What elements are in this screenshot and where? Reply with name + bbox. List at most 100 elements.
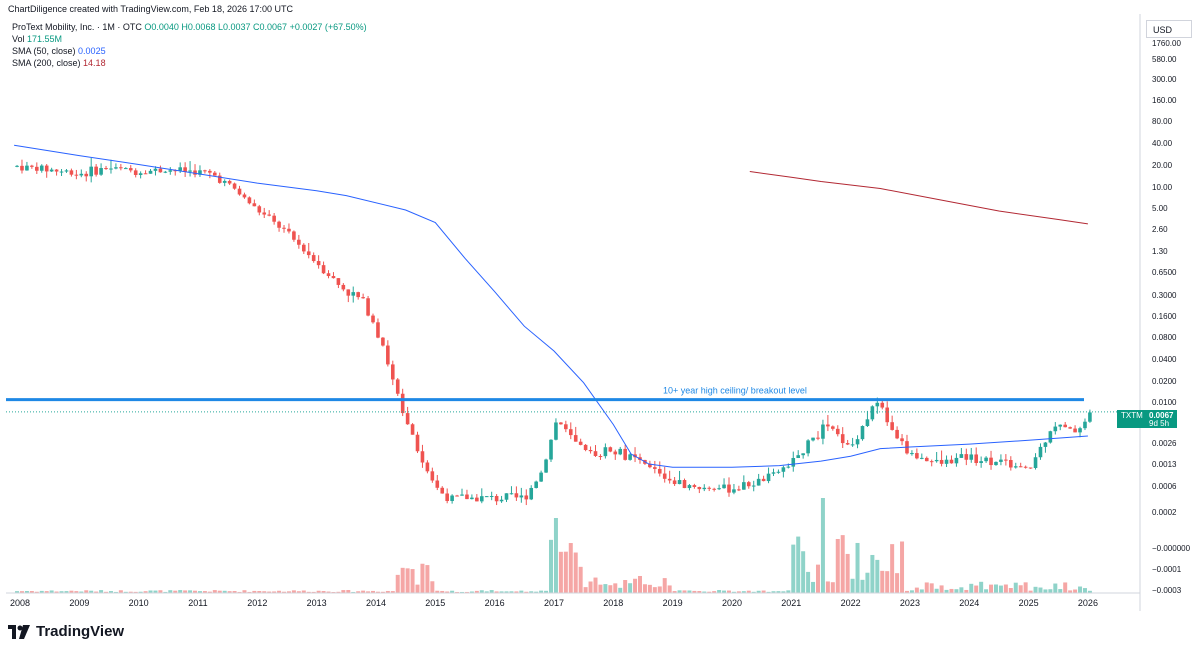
volume-bar (425, 565, 430, 593)
candle-body (514, 493, 519, 498)
volume-row: Vol 171.55M (12, 33, 367, 45)
currency-selector[interactable]: USD (1146, 20, 1192, 38)
volume-bar (825, 581, 830, 593)
candle-body (549, 439, 553, 460)
volume-bar (217, 590, 222, 593)
candle-body (578, 441, 583, 445)
candle-body (74, 174, 79, 176)
y-tick-label: 2.60 (1152, 225, 1168, 234)
volume-bar (900, 541, 905, 593)
volume-bar (489, 590, 494, 593)
x-tick-label: 2026 (1078, 598, 1098, 608)
volume-bar (1018, 585, 1023, 593)
volume-bar (1078, 586, 1083, 593)
volume-bar (806, 571, 811, 593)
volume-bar (197, 591, 202, 593)
candle-body (737, 489, 741, 491)
volume-bar (54, 591, 59, 593)
volume-bar (989, 584, 994, 593)
low-value: L0.0037 (217, 22, 251, 32)
candle-body (890, 422, 894, 430)
volume-bar (998, 585, 1003, 593)
volume-bar (1068, 590, 1073, 593)
volume-bar (445, 591, 450, 593)
volume-bar (133, 591, 138, 593)
volume-bar (786, 590, 791, 593)
candle-body (687, 485, 692, 489)
candle-body (104, 168, 108, 170)
high-value: H0.0068 (181, 22, 216, 32)
volume-bar (914, 587, 919, 593)
volume-bar (929, 583, 934, 593)
candle-body (227, 180, 232, 184)
volume-bar (613, 583, 618, 593)
candle-body (390, 364, 395, 380)
candle-body (1023, 466, 1028, 468)
candle-body (79, 173, 84, 176)
volume-bar (865, 572, 870, 593)
candle-body (751, 485, 756, 487)
candle-body (143, 173, 148, 175)
candle-body (929, 461, 934, 463)
volume-bar (830, 582, 835, 593)
candle-body (870, 406, 875, 420)
candle-body (895, 429, 899, 439)
volume-bar (1053, 583, 1058, 593)
candle-body (692, 485, 697, 487)
volume-bar (811, 581, 816, 593)
volume-bar (598, 584, 603, 593)
candle-body (381, 337, 385, 346)
volume-bar (1048, 589, 1053, 593)
last-price-label: 0.0067 (1149, 411, 1174, 420)
volume-bar (697, 591, 702, 593)
volume-bar (549, 539, 554, 593)
candle-body (860, 426, 865, 440)
volume-bar (588, 581, 593, 593)
candle-body (163, 171, 168, 173)
candle-body (603, 447, 608, 457)
volume-bar (519, 590, 524, 593)
candle-body (504, 493, 509, 500)
x-tick-label: 2012 (247, 598, 267, 608)
volume-bar (113, 591, 118, 593)
y-tick-label: −0.0003 (1152, 586, 1182, 595)
volume-bar (672, 591, 677, 593)
candle-body (217, 175, 222, 183)
volume-bar (1003, 584, 1008, 593)
candle-body (994, 461, 998, 466)
candle-body (667, 478, 672, 481)
candle-body (559, 422, 563, 425)
volume-bar (692, 590, 697, 593)
volume-bar (464, 591, 469, 593)
volume-bar (534, 591, 539, 593)
candle-body (1078, 428, 1082, 433)
volume-bar (1058, 589, 1063, 593)
volume-bar (726, 590, 731, 593)
candle-body (267, 214, 271, 216)
candle-body (954, 457, 959, 464)
candle-body (15, 165, 19, 167)
volume-bar (128, 591, 133, 593)
y-tick-label: −0.000000 (1152, 544, 1191, 553)
candle-body (806, 440, 810, 454)
volume-bar (890, 544, 895, 593)
candle-body (489, 496, 494, 498)
volume-bar (539, 590, 544, 593)
volume-bar (840, 535, 845, 593)
candle-body (193, 170, 197, 175)
volume-bar (163, 591, 168, 593)
candle-body (371, 315, 375, 323)
candle-body (69, 170, 74, 175)
candle-body (59, 171, 64, 173)
volume-bar (183, 590, 188, 593)
candle-body (410, 424, 415, 435)
volume-bar (553, 518, 558, 593)
volume-bar (237, 591, 242, 593)
candle-body (999, 459, 1003, 462)
volume-bar (603, 584, 608, 593)
volume-bar (49, 590, 54, 593)
volume-bar (984, 589, 989, 593)
candle-body (1048, 431, 1053, 443)
sma50-line (14, 144, 1088, 468)
